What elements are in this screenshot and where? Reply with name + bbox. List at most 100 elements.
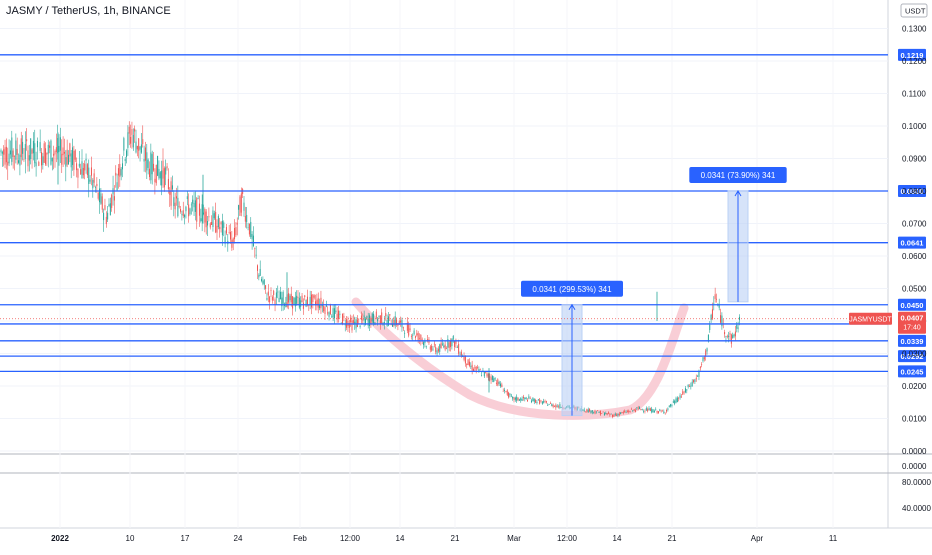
candle (292, 296, 294, 316)
candle (317, 292, 319, 314)
candle (255, 245, 257, 259)
candle (487, 373, 489, 381)
svg-text:0.0292: 0.0292 (901, 352, 924, 361)
candle (729, 330, 731, 341)
candle (159, 170, 161, 186)
candle (128, 121, 130, 146)
candle (524, 397, 526, 402)
candle (470, 362, 472, 370)
candle (455, 338, 457, 349)
candle (262, 276, 264, 286)
candle (620, 412, 622, 415)
candle (198, 195, 200, 227)
candle (674, 399, 676, 406)
measure-tool[interactable]: 0.0341 (299.53%) 341 (521, 280, 623, 417)
time-axis[interactable]: 2022 10 17 24 Feb 12:00 14 21 Mar 12:00 14 21 Apr 11 (51, 534, 838, 543)
candle (185, 205, 187, 219)
candle (39, 129, 41, 154)
candle (473, 367, 474, 372)
candle (290, 286, 292, 307)
candle (500, 381, 501, 388)
svg-text:0.0641: 0.0641 (901, 239, 924, 248)
candle (448, 341, 450, 352)
candle (225, 223, 227, 236)
candle (173, 190, 175, 217)
candle (559, 402, 561, 410)
price-tick-label: 0.1100 (902, 90, 926, 99)
candle (367, 312, 369, 329)
candle (1, 150, 3, 167)
price-tick-label: 0.1200 (902, 57, 927, 66)
symbol-price-label: JASMYUSDT 0.0407 17:40 (0, 311, 926, 334)
candle (664, 412, 666, 415)
candle (702, 356, 704, 363)
candle (516, 394, 518, 403)
candle (413, 328, 415, 336)
candle (238, 204, 240, 220)
candle (51, 157, 53, 171)
candle (298, 292, 300, 310)
candle (61, 139, 63, 173)
svg-text:0.0450: 0.0450 (901, 301, 924, 310)
candle (132, 128, 134, 151)
measure-arrowhead (734, 190, 742, 197)
price-axis[interactable]: 0.1300 0.1200 0.1100 0.1000 0.0900 0.0800 0.07… (900, 3, 931, 513)
candle (362, 313, 364, 325)
candle (65, 150, 67, 182)
candle (666, 408, 668, 414)
candle (414, 335, 416, 341)
candle (212, 206, 214, 232)
candle (537, 398, 539, 401)
candle (651, 406, 653, 414)
price-tick-label: 0.0200 (902, 382, 927, 391)
candle (14, 155, 15, 171)
candle (459, 351, 461, 356)
candle (12, 148, 14, 169)
candle (188, 193, 190, 223)
candle (22, 135, 24, 161)
candle (670, 403, 672, 408)
measure-tool[interactable]: 0.0341 (73.90%) 341 (689, 167, 787, 303)
candle (359, 324, 361, 329)
candle (215, 202, 217, 234)
candle (625, 410, 627, 414)
candle (610, 413, 612, 415)
candle (593, 411, 595, 414)
candle (543, 398, 545, 404)
price-range-measures[interactable]: 0.0341 (299.53%) 341 0.0341 (73.90%) 341 (521, 167, 787, 417)
candle (605, 411, 607, 415)
candle (466, 363, 468, 369)
price-axis-background (888, 0, 932, 550)
candle (8, 139, 10, 167)
candle (171, 175, 173, 192)
price-tick-label: 0.1300 (902, 25, 927, 34)
candle (629, 410, 631, 413)
candle (424, 338, 426, 348)
candle (105, 211, 107, 228)
candle (419, 333, 420, 345)
candle (458, 339, 460, 357)
candle (678, 396, 680, 402)
candle (123, 136, 125, 156)
candle (603, 411, 605, 416)
candle (501, 382, 503, 388)
candle (602, 411, 604, 413)
candle (679, 393, 681, 400)
candle (463, 352, 465, 362)
candle (76, 157, 78, 178)
candle (108, 198, 110, 208)
candle (230, 223, 231, 244)
candle (31, 148, 33, 169)
candle (157, 155, 159, 177)
candle (598, 411, 600, 413)
candle (612, 414, 614, 419)
candle (252, 226, 254, 248)
candle (261, 276, 263, 283)
candle (671, 403, 673, 408)
candle (655, 407, 657, 411)
candle (435, 344, 437, 355)
candle (694, 378, 696, 385)
candle (725, 335, 727, 343)
